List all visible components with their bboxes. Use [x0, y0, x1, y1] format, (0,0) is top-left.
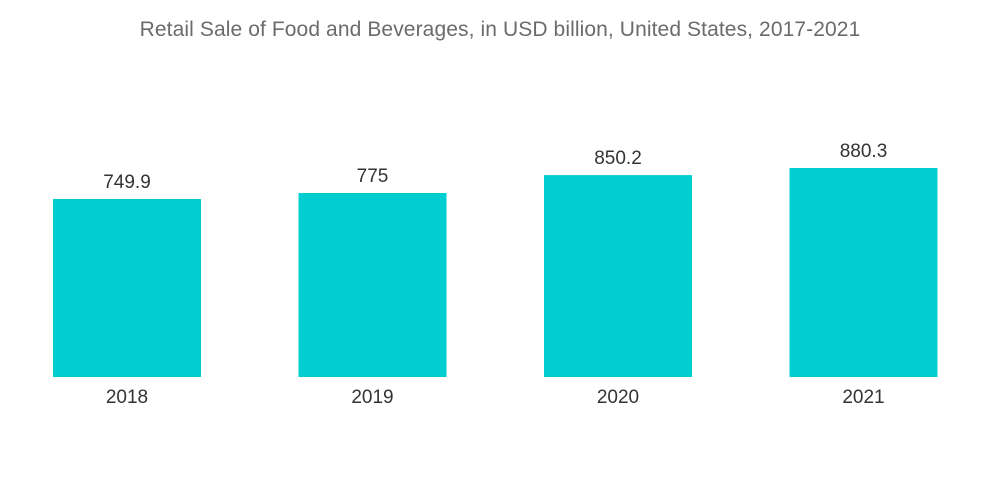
x-tick-labels-group: 2018 2019 2020 2021: [106, 387, 885, 408]
bar-2021: [789, 168, 938, 377]
bar-2018: [53, 199, 201, 377]
value-label-2021: 880.3: [840, 141, 888, 162]
value-label-2019: 775: [357, 166, 389, 187]
x-tick-label-2018: 2018: [106, 387, 148, 408]
x-tick-label-2019: 2019: [351, 387, 393, 408]
x-tick-label-2020: 2020: [597, 387, 639, 408]
bars-group: [53, 168, 938, 377]
value-label-2020: 850.2: [594, 148, 642, 169]
value-label-2018: 749.9: [103, 172, 151, 193]
bar-2020: [544, 175, 692, 377]
x-tick-label-2021: 2021: [842, 387, 884, 408]
chart-title: Retail Sale of Food and Beverages, in US…: [139, 18, 861, 41]
bar-2019: [298, 193, 447, 377]
value-labels-group: 749.9 775 850.2 880.3: [103, 141, 887, 193]
